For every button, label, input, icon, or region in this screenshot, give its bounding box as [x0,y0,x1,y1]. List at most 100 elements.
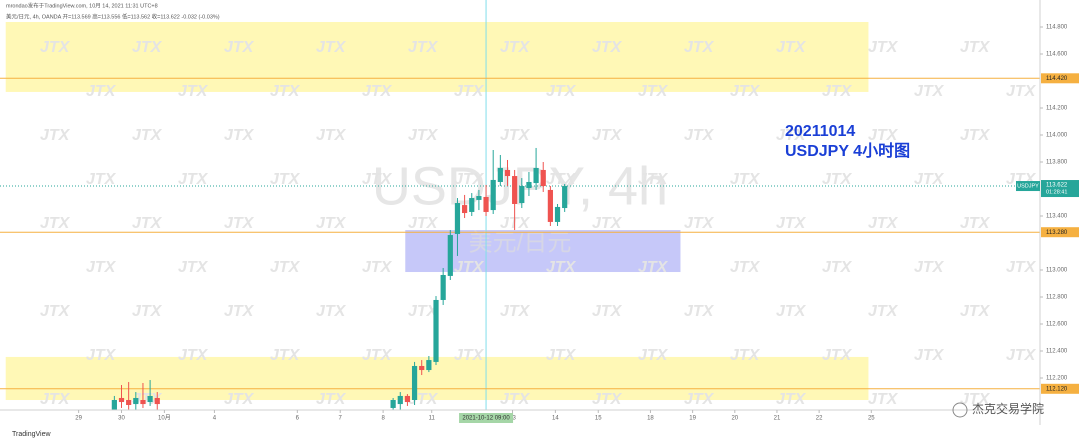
brand-watermark: JTX [40,303,71,320]
brand-watermark: JTX [730,171,761,188]
x-tick-label: 18 [647,416,654,422]
brand-watermark: JTX [454,259,485,276]
x-tick-label: 20 [731,416,738,422]
brand-watermark: JTX [408,215,439,232]
last-price-label: 113.622 [1046,183,1068,189]
brand-watermark: JTX [592,127,623,144]
brand-watermark: JTX [454,347,485,364]
annotation: USDJPY 4小时图 [785,142,910,160]
y-tick-label: 112.200 [1046,376,1068,382]
x-tick-label: 15 [595,416,602,422]
axes: 114.800 114.600 114.200 114.000 113.800 113.4… [75,25,1079,423]
brand-watermark: JTX [316,127,347,144]
candle-body [447,235,453,276]
brand-watermark: JTX [316,39,347,56]
brand-watermark: JTX [684,215,715,232]
brand-watermark: JTX [408,127,439,144]
candle-body [433,299,439,362]
x-tick-label: 21 [774,416,781,422]
brand-watermark: JTX [684,391,715,408]
candle-body [526,181,532,189]
brand-watermark: JTX [776,391,807,408]
y-tick-label: 114.800 [1046,25,1068,31]
zones [5,22,869,401]
brand-watermark: JTX [224,303,255,320]
brand-watermark: JTX [776,303,807,320]
symbol-label-bg [1016,181,1040,192]
brand-watermark: JTX [408,303,439,320]
brand-watermark: JTX [316,303,347,320]
brand-watermark: JTX [546,171,577,188]
brand-watermark: JTX [408,39,439,56]
candle-body [390,400,396,408]
y-tick-label: 113.800 [1046,160,1068,166]
level-label-bg [1041,227,1079,238]
brand-watermark: JTX [178,347,209,364]
brand-watermark: JTX [868,391,899,408]
brand-watermark: JTX [40,39,71,56]
brand-watermark: JTX [960,39,991,56]
y-tick-label: 113.000 [1046,268,1068,274]
brand-watermark: JTX [868,303,899,320]
brand-watermark: JTX [132,127,163,144]
brand-watermark: JTX [224,391,255,408]
candle-body [469,198,475,212]
candle-body [462,205,468,214]
brand-watermark: JTX [270,347,301,364]
y-tick-label: 112.400 [1046,349,1068,355]
brand-watermark: JTX [40,391,71,408]
y-tick-label: 113.400 [1046,214,1068,220]
x-tick-label: 14 [552,416,559,422]
level-label: 113.280 [1046,230,1068,236]
candle-body [504,169,511,177]
brand-watermark: JTX [40,215,71,232]
footer-logo: TradingView [12,431,51,438]
brand-watermark: JTX [500,39,531,56]
brand-watermark: JTX [500,391,531,408]
brand-watermark: JTX [684,127,715,144]
brand-watermark: JTX [224,39,255,56]
candle-body [490,179,496,211]
brand-watermark: JTX [1006,347,1037,364]
brand-watermark: JTX [500,127,531,144]
brand-watermark: JTX [132,39,163,56]
zone [5,22,869,92]
brand-watermark: JTX [40,127,71,144]
candle-body [512,176,518,204]
brand-watermark: JTX [684,303,715,320]
symbol-label: USDJPY [1017,183,1039,189]
candle-body [554,206,561,222]
brand-watermark: JTX [638,83,669,100]
x-tick-label: 8 [381,416,385,422]
brand-watermark: JTX [822,347,853,364]
brand-watermark: JTX [86,259,117,276]
brand-watermark: JTX [914,347,945,364]
brand-watermark: JTX [1006,259,1037,276]
brand-watermark: JTX [270,171,301,188]
brand-watermark: JTX [316,215,347,232]
last-price-bg [1041,180,1079,198]
y-tick-label: 112.600 [1046,322,1068,328]
candle-body [497,167,503,182]
brand-watermark: JTX [592,303,623,320]
x-tick-label: 7 [339,416,343,422]
x-tick-label: 11 [429,416,436,422]
level-label-bg [1041,383,1079,394]
level-label-bg [1041,73,1079,84]
brand-watermark: JTX [316,391,347,408]
brand-watermark: JTX [86,347,117,364]
crosshair-label: 2021-10-12 09:00 [462,416,510,422]
candle-body [562,186,568,209]
brand-watermark: JTX [178,171,209,188]
x-tick-label: 4 [213,416,217,422]
brand-watermark: JTX [546,259,577,276]
brand-watermark: JTX [730,83,761,100]
candle-body [111,400,117,410]
brand-watermark: JTX [546,347,577,364]
brand-watermark: JTX [638,259,669,276]
brand-watermark: JTX [362,259,393,276]
brand-watermark: JTX [684,39,715,56]
annotation: 20211014 [785,123,855,140]
source-watermark: 杰克交易学院 [972,401,1044,416]
candle-body [133,397,139,405]
